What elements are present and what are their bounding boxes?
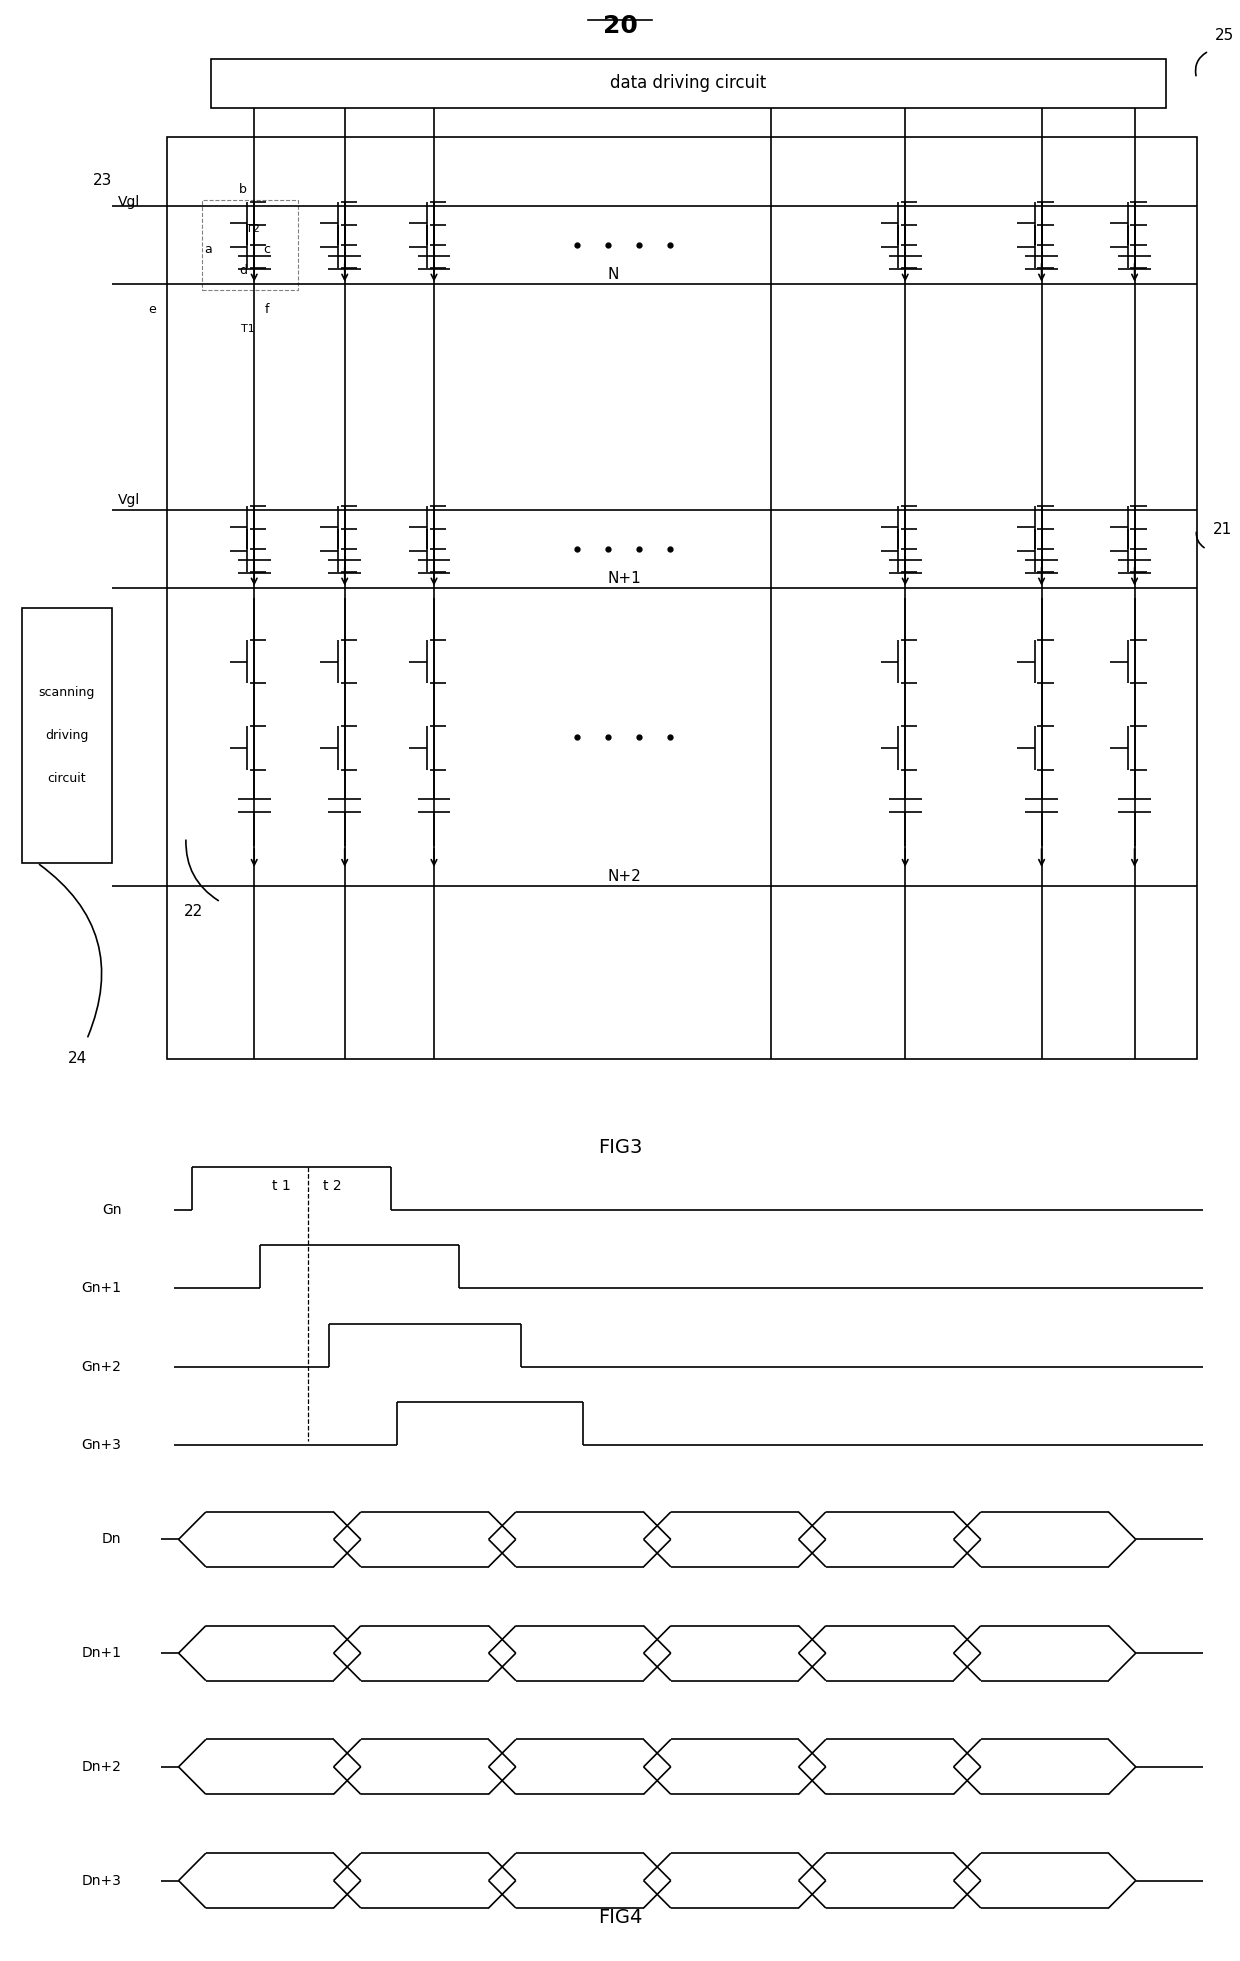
Text: 21: 21 (1213, 522, 1233, 537)
Bar (202, 200, 298, 290)
Text: N: N (608, 267, 619, 282)
Text: T1: T1 (241, 324, 255, 335)
Text: T2: T2 (246, 224, 260, 235)
Text: FIG4: FIG4 (598, 1908, 642, 1928)
Text: b: b (239, 182, 247, 196)
Text: Gn+2: Gn+2 (82, 1359, 122, 1375)
Text: Gn+3: Gn+3 (82, 1437, 122, 1453)
Bar (167, 137, 1197, 1059)
Text: 20: 20 (603, 14, 637, 37)
Text: Gn+1: Gn+1 (82, 1281, 122, 1296)
Text: c: c (263, 243, 270, 255)
Text: Gn: Gn (102, 1202, 122, 1218)
Bar (211, 59, 1166, 108)
Text: driving: driving (46, 729, 88, 741)
Text: N+1: N+1 (608, 571, 641, 586)
Text: Dn+1: Dn+1 (82, 1645, 122, 1661)
Text: 24: 24 (68, 1051, 88, 1067)
Text: f: f (264, 304, 269, 316)
Text: data driving circuit: data driving circuit (610, 75, 766, 92)
Text: t 1: t 1 (272, 1179, 291, 1194)
Text: Dn+3: Dn+3 (82, 1873, 122, 1888)
Text: 25: 25 (1215, 27, 1235, 43)
Text: N+2: N+2 (608, 869, 641, 884)
Bar (22, 608, 112, 863)
Text: FIG3: FIG3 (598, 1137, 642, 1157)
Text: d: d (239, 265, 247, 277)
Text: Dn+2: Dn+2 (82, 1759, 122, 1775)
Text: a: a (205, 243, 212, 255)
Text: e: e (149, 304, 156, 316)
Text: circuit: circuit (47, 773, 87, 784)
Text: 22: 22 (184, 904, 203, 920)
Text: scanning: scanning (38, 686, 95, 698)
Text: Vgl: Vgl (118, 194, 140, 210)
Text: Vgl: Vgl (118, 492, 140, 508)
Text: t 2: t 2 (322, 1179, 342, 1194)
Text: Dn: Dn (102, 1532, 122, 1547)
Text: 23: 23 (93, 173, 113, 188)
